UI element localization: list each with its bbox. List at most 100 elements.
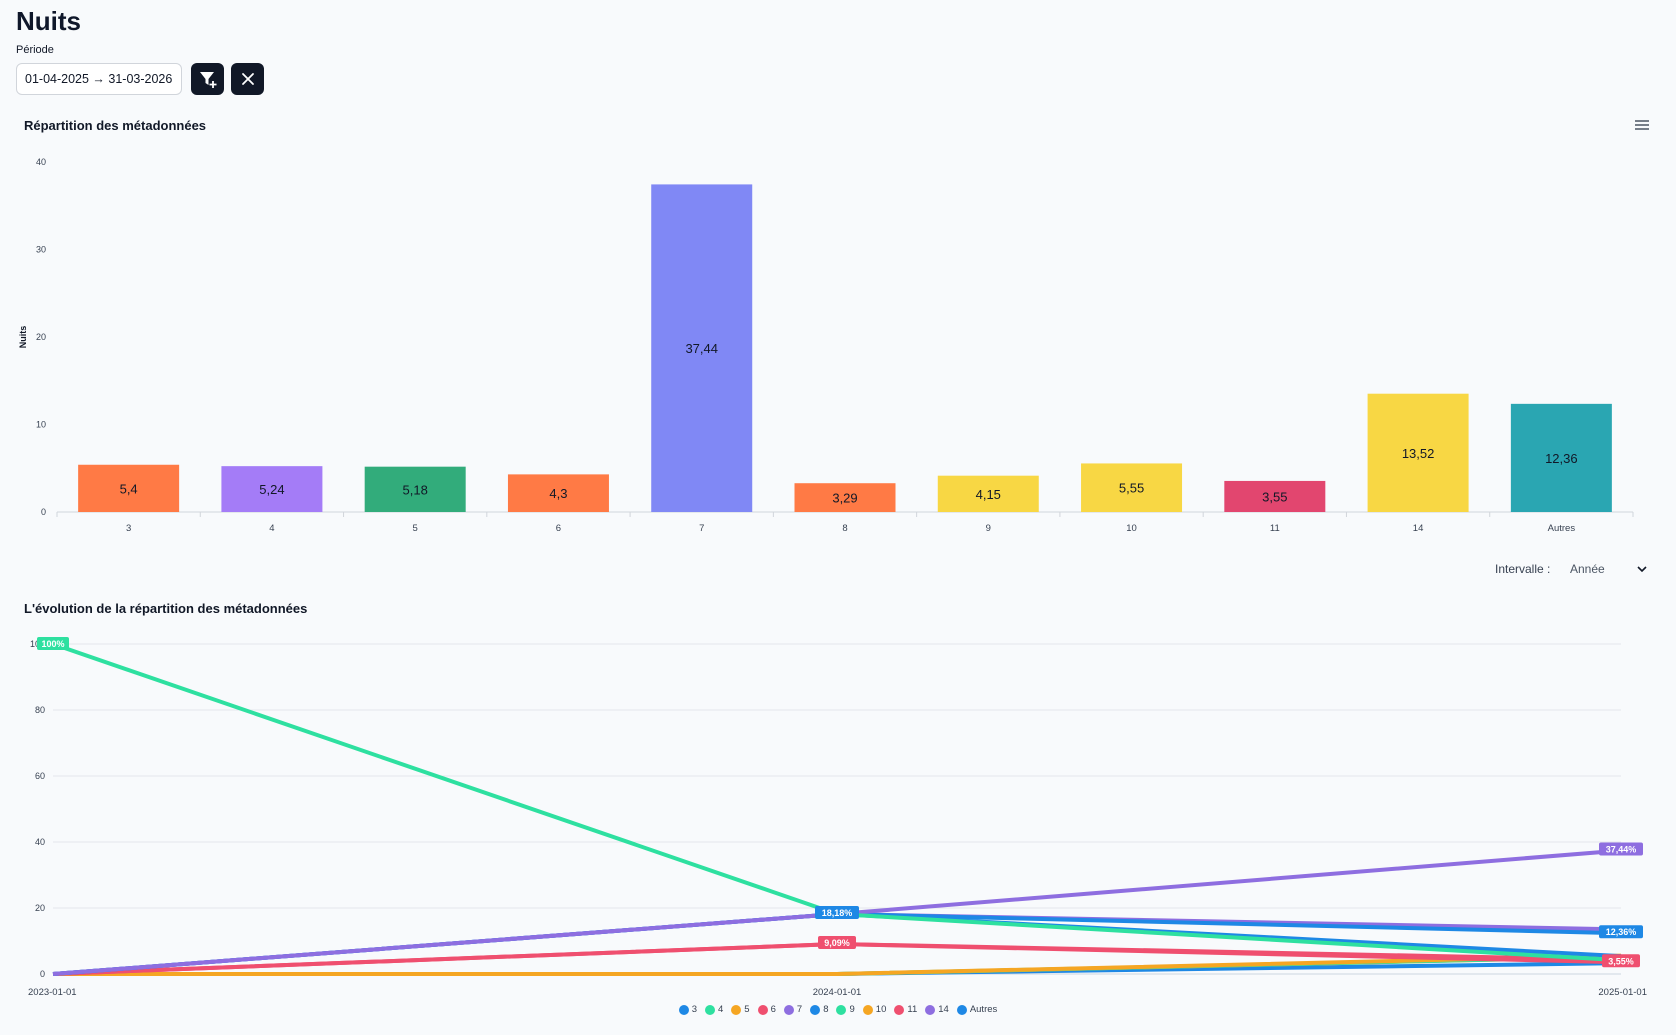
bar-data-label: 5,24 <box>259 482 284 497</box>
bar-y-tick-label: 20 <box>36 332 46 342</box>
legend-dot <box>925 1004 936 1015</box>
legend-dot <box>757 1004 768 1015</box>
bar-data-label: 3,29 <box>832 491 857 506</box>
bar-x-tick-label: 7 <box>699 523 704 534</box>
legend-label: 5 <box>744 1004 750 1015</box>
legend-item[interactable]: Autres <box>956 1004 998 1015</box>
bar-data-label: 12,36 <box>1545 451 1578 466</box>
bar-x-tick-label: 3 <box>126 523 131 534</box>
line-mid-badge: 18,18% <box>815 906 859 920</box>
line-end-badge: 12,36% <box>1599 925 1643 939</box>
clear-filter-button[interactable] <box>231 63 264 95</box>
bar <box>1224 480 1326 512</box>
legend-label: 14 <box>938 1004 949 1015</box>
legend-item[interactable]: 8 <box>810 1004 828 1015</box>
interval-value: Année <box>1570 562 1605 576</box>
line-x-tick-label: 2024-01-01 <box>813 987 862 998</box>
legend-item[interactable]: 7 <box>783 1004 803 1015</box>
legend-item[interactable]: 14 <box>925 1004 949 1015</box>
date-range-input[interactable]: 01-04-2025 → 31-03-2026 <box>16 63 182 95</box>
legend-label: 6 <box>770 1004 776 1015</box>
line-data-label: 18,18% <box>822 908 853 918</box>
legend-item[interactable]: 3 <box>678 1004 697 1015</box>
line-chart-legend: 3 4 5 6 7 8 9 10 11 14 Autres <box>0 1004 1676 1015</box>
bar <box>221 466 323 512</box>
legend-label: 11 <box>907 1004 918 1015</box>
bar <box>78 464 180 512</box>
line-y-tick-label: 0 <box>40 969 45 979</box>
line-data-label: 9,09% <box>824 938 850 948</box>
bar <box>1510 403 1612 512</box>
line-chart-title: L'évolution de la répartition des métado… <box>24 601 308 616</box>
legend-item[interactable]: 10 <box>862 1004 887 1015</box>
line-y-tick-label: 20 <box>35 903 45 913</box>
bar-data-label: 5,55 <box>1119 481 1144 496</box>
bar-data-label: 3,55 <box>1262 489 1287 504</box>
page-title: Nuits <box>16 6 81 36</box>
filter-plus-icon <box>199 72 216 88</box>
line-data-label: 100% <box>41 639 64 649</box>
line-y-tick-label: 80 <box>35 705 45 715</box>
interval-label: Intervalle : <box>1495 562 1551 576</box>
bar-y-axis-label: Nuits <box>18 326 28 349</box>
bar-x-tick-label: 6 <box>556 523 561 534</box>
legend-dot <box>810 1004 821 1015</box>
legend-label: 10 <box>875 1004 887 1015</box>
line-x-tick-label: 2023-01-01 <box>28 987 77 998</box>
legend-item[interactable]: 4 <box>705 1004 723 1015</box>
chevron-down-icon <box>1637 566 1647 573</box>
line-y-tick-label: 60 <box>35 771 45 781</box>
bar-x-tick-label: 5 <box>413 523 418 534</box>
line-data-label: 37,44% <box>1606 844 1637 854</box>
legend-dot <box>678 1004 689 1015</box>
legend-dot <box>862 1004 873 1015</box>
bar <box>937 475 1039 512</box>
line-start-badge: 100% <box>37 637 69 650</box>
line-data-label: 3,55% <box>1608 956 1634 966</box>
bar-y-tick-label: 0 <box>41 507 46 517</box>
bar <box>651 184 753 512</box>
bar-data-label: 4,15 <box>976 487 1001 502</box>
bar-x-tick-label: 11 <box>1270 523 1280 534</box>
bar <box>364 466 466 512</box>
legend-dot <box>894 1004 905 1015</box>
line-end-badge: 37,44% <box>1599 842 1643 856</box>
bar-x-tick-label: 9 <box>986 523 991 534</box>
bar-x-tick-label: 14 <box>1413 523 1424 534</box>
legend-dot <box>956 1004 967 1015</box>
bar <box>507 474 609 512</box>
legend-item[interactable]: 6 <box>757 1004 776 1015</box>
legend-label: 3 <box>691 1004 697 1015</box>
legend-label: 9 <box>849 1004 855 1015</box>
line-end-badge: 3,55% <box>1602 954 1640 968</box>
bar <box>794 483 896 512</box>
legend-item[interactable]: 11 <box>894 1004 917 1015</box>
legend-dot <box>705 1004 715 1015</box>
bar-y-tick-label: 10 <box>36 420 46 430</box>
bar-data-label: 4,3 <box>549 486 567 501</box>
legend-label: 7 <box>796 1004 803 1015</box>
bar-data-label: 13,52 <box>1402 446 1435 461</box>
bar-data-label: 5,18 <box>403 482 428 497</box>
add-filter-button[interactable] <box>191 63 224 95</box>
legend-item[interactable]: 5 <box>731 1004 750 1015</box>
line-data-label: 12,36% <box>1606 927 1637 937</box>
interval-select[interactable]: Intervalle : Année <box>1490 560 1650 580</box>
bar-x-tick-label: 8 <box>842 523 847 534</box>
bar-x-tick-label: 4 <box>269 523 274 534</box>
hamburger-menu-icon[interactable] <box>1634 118 1650 132</box>
legend-label: Autres <box>969 1004 998 1015</box>
period-filter-label: Période <box>16 44 54 56</box>
bar-chart: 0 10 20 30 40 Nuits 5,4 3 5,24 4 5,18 5 4,3 6 37,44 7 3,… <box>18 157 1634 534</box>
legend-dot <box>783 1004 794 1015</box>
bar <box>1367 393 1469 512</box>
line-mid-badge: 9,09% <box>818 936 856 950</box>
bar-data-label: 37,44 <box>685 341 718 356</box>
bar-y-tick-label: 30 <box>36 245 46 255</box>
bar <box>1081 463 1183 512</box>
legend-label: 4 <box>718 1004 724 1015</box>
legend-label: 8 <box>823 1004 829 1015</box>
close-icon <box>241 73 254 85</box>
legend-item[interactable]: 9 <box>836 1004 855 1015</box>
